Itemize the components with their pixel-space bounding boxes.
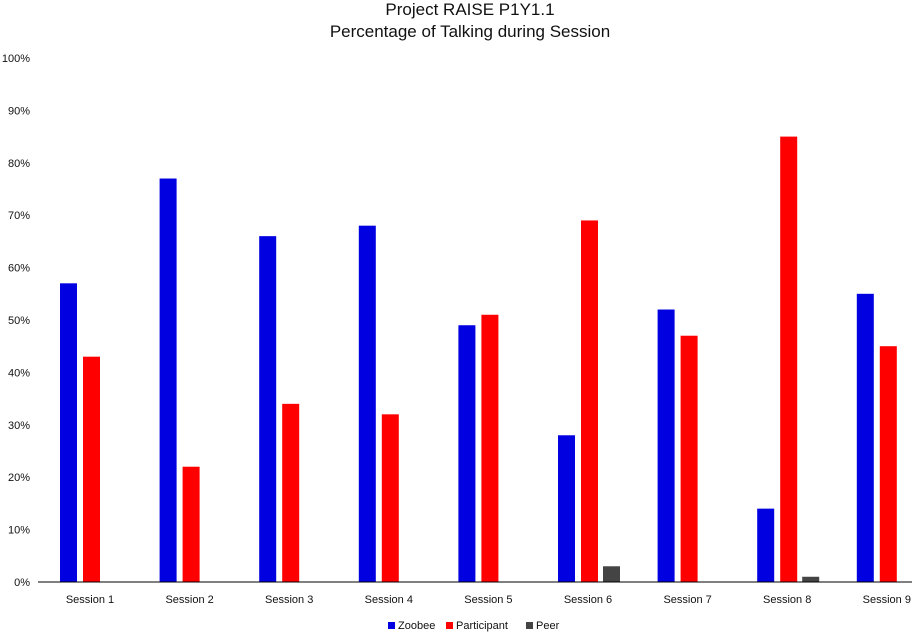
y-tick-label: 80%: [8, 158, 30, 170]
y-tick-label: 30%: [8, 420, 30, 432]
legend-label-zoobee: Zoobee: [398, 620, 435, 632]
y-tick-label: 0%: [14, 577, 30, 589]
bar-participant-session-7: [680, 335, 698, 582]
bar-zoobee-session-2: [159, 178, 177, 582]
y-tick-label: 60%: [8, 263, 30, 275]
x-tick-label: Session 6: [564, 594, 612, 606]
bar-participant-session-6: [581, 220, 598, 582]
x-tick-label: Session 4: [365, 594, 413, 606]
legend-swatch-peer: [526, 622, 533, 629]
legend-label-participant: Participant: [456, 620, 508, 632]
bar-zoobee-session-8: [757, 508, 775, 582]
bar-zoobee-session-9: [856, 293, 874, 582]
chart-title: Project RAISE P1Y1.1: [385, 0, 554, 19]
bars: [60, 136, 897, 582]
y-tick-label: 90%: [8, 105, 30, 117]
legend-label-peer: Peer: [536, 620, 560, 632]
x-tick-label: Session 7: [663, 594, 711, 606]
bar-zoobee-session-1: [60, 283, 77, 582]
x-tick-label: Session 8: [763, 594, 811, 606]
bar-participant-session-4: [381, 414, 399, 582]
chart-subtitle: Percentage of Talking during Session: [330, 22, 610, 41]
bar-zoobee-session-4: [358, 225, 376, 582]
x-tick-label: Session 5: [464, 594, 512, 606]
x-tick-label: Session 2: [165, 594, 213, 606]
y-tick-label: 50%: [8, 315, 30, 327]
x-tick-label: Session 3: [265, 594, 313, 606]
bar-participant-session-1: [83, 356, 100, 582]
bar-zoobee-session-6: [558, 435, 575, 582]
bar-participant-session-3: [282, 403, 300, 582]
bar-peer-session-6: [603, 566, 620, 582]
bar-participant-session-8: [780, 136, 798, 582]
y-tick-label: 100%: [2, 53, 30, 65]
legend-swatch-participant: [446, 622, 453, 629]
bar-participant-session-2: [182, 466, 200, 582]
y-tick-label: 70%: [8, 210, 30, 222]
y-tick-label: 20%: [8, 472, 30, 484]
bar-zoobee-session-5: [458, 325, 476, 582]
x-tick-label: Session 9: [863, 594, 911, 606]
y-axis-ticks: 0% 10% 20% 30% 40% 50% 60% 70% 80% 90% 100%: [2, 53, 30, 589]
y-tick-label: 10%: [8, 525, 30, 537]
bar-peer-session-8: [802, 576, 820, 582]
x-axis-labels: Session 1 Session 2 Session 3 Session 4 Sess…: [66, 594, 911, 606]
legend: Zoobee Participant Peer: [388, 620, 560, 632]
legend-swatch-zoobee: [388, 622, 395, 629]
y-tick-label: 40%: [8, 367, 30, 379]
bar-zoobee-session-7: [657, 309, 675, 582]
bar-participant-session-9: [879, 346, 897, 582]
bar-zoobee-session-3: [259, 236, 277, 582]
bar-participant-session-5: [481, 314, 499, 582]
x-tick-label: Session 1: [66, 594, 114, 606]
